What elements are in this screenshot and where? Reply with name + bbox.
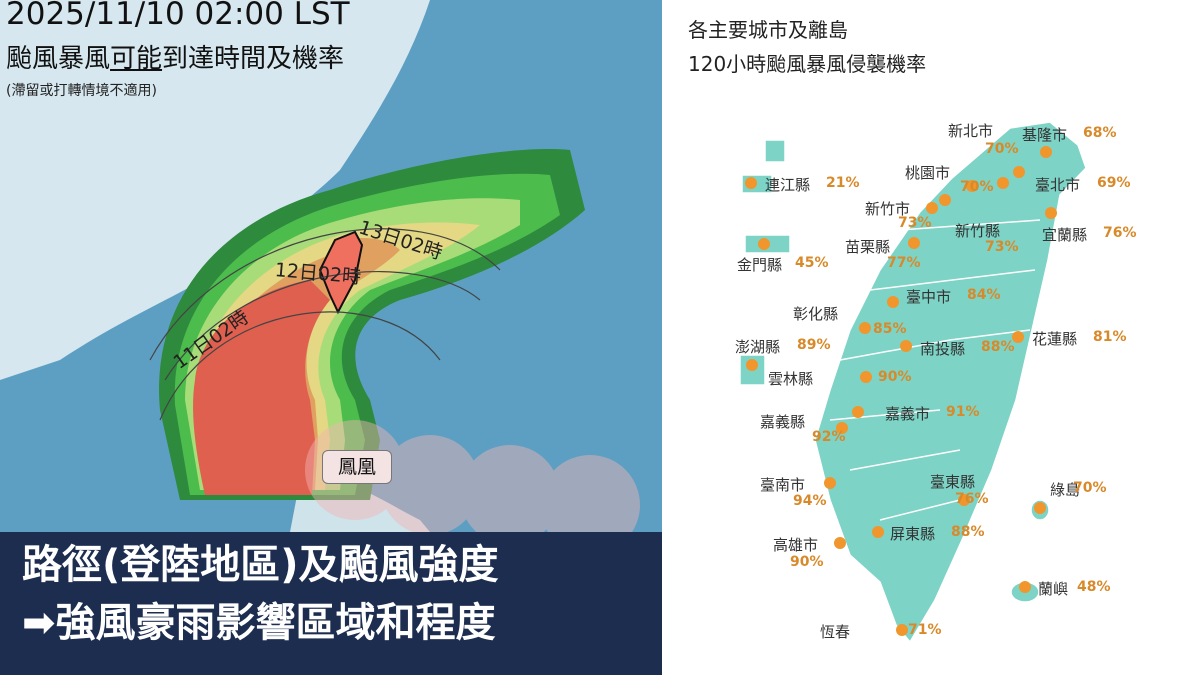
- city-dot: [1013, 166, 1025, 178]
- city-dot: [1034, 502, 1046, 514]
- typhoon-name-label: 鳳凰: [322, 450, 392, 484]
- city-name: 澎湖縣: [735, 338, 781, 356]
- city-name: 綠島: [1050, 481, 1081, 499]
- city-probability: 84%: [967, 287, 1001, 303]
- swath-red: [193, 280, 330, 495]
- city-dot: [1012, 331, 1024, 343]
- mainland-land: [0, 0, 430, 380]
- city-probability: 73%: [985, 239, 1019, 255]
- city-probability: 85%: [873, 321, 907, 337]
- city-name: 臺南市: [760, 476, 806, 494]
- city-name: 新竹市: [865, 200, 911, 218]
- city-probability: 90%: [878, 369, 912, 385]
- city-dot: [745, 177, 757, 189]
- city-dot: [746, 359, 758, 371]
- city-probability: 71%: [908, 622, 942, 638]
- city-dot: [872, 526, 884, 538]
- city-dot: [900, 340, 912, 352]
- city-dot: [939, 194, 951, 206]
- right-title-line-1: 各主要城市及離島: [688, 18, 848, 42]
- city-name: 花蓮縣: [1032, 330, 1078, 348]
- city-name: 恆春: [820, 623, 851, 641]
- city-dot: [1045, 207, 1057, 219]
- map-note: (滯留或打轉情境不適用): [6, 83, 157, 99]
- city-dot: [926, 202, 938, 214]
- timestamp: 2025/11/10 02:00 LST: [6, 0, 350, 32]
- city-dot: [824, 477, 836, 489]
- title-underlined: 可能: [110, 44, 163, 74]
- caption-line-1: 路徑(登陸地區)及颱風強度: [22, 542, 499, 588]
- city-dot: [887, 296, 899, 308]
- city-probability: 77%: [887, 255, 921, 271]
- city-dot: [997, 177, 1009, 189]
- city-name: 嘉義市: [885, 405, 931, 423]
- city-name: 高雄市: [773, 536, 819, 554]
- city-probability: 48%: [1077, 579, 1111, 595]
- city-name: 臺中市: [906, 288, 952, 306]
- city-probability: 88%: [951, 524, 985, 540]
- city-dot: [758, 238, 770, 250]
- city-dot: [908, 237, 920, 249]
- city-probability: 94%: [793, 493, 827, 509]
- city-probability: 70%: [1073, 480, 1107, 496]
- city-probability: 89%: [797, 337, 831, 353]
- city-dot: [896, 624, 908, 636]
- city-dot: [834, 537, 846, 549]
- city-dot: [852, 406, 864, 418]
- caption-line-2-text: 強風豪雨影響區域和程度: [55, 600, 496, 646]
- city-name: 新竹縣: [955, 222, 1001, 240]
- city-probability: 90%: [790, 554, 824, 570]
- city-probability: 70%: [960, 179, 994, 195]
- city-name: 桃園市: [905, 164, 951, 182]
- city-dot: [966, 180, 978, 192]
- city-name: 嘉義縣: [760, 413, 806, 431]
- city-probability: 73%: [898, 215, 932, 231]
- city-probability: 21%: [826, 175, 860, 191]
- city-probability: 76%: [1103, 225, 1137, 241]
- city-probability: 70%: [985, 141, 1019, 157]
- city-dot: [1019, 581, 1031, 593]
- city-name: 蘭嶼: [1038, 580, 1069, 598]
- taiwan-island: [814, 121, 1087, 644]
- taiwan-outline: [318, 230, 364, 315]
- title-part: 到達時間及機率: [162, 44, 345, 74]
- city-probability: 76%: [955, 491, 989, 507]
- city-name: 新北市: [948, 122, 994, 140]
- city-probability: 45%: [795, 255, 829, 271]
- caption-banner: 路徑(登陸地區)及颱風強度 ➡強風豪雨影響區域和程度: [0, 532, 662, 675]
- map-title: 颱風暴風可能到達時間及機率: [6, 38, 344, 75]
- caption-line-2: ➡強風豪雨影響區域和程度: [22, 594, 662, 652]
- city-name: 金門縣: [737, 256, 783, 274]
- city-probability: 92%: [812, 429, 846, 445]
- city-dot: [859, 322, 871, 334]
- city-dot: [958, 494, 970, 506]
- time-contours: [149, 228, 501, 421]
- city-name: 基隆市: [1022, 126, 1068, 144]
- city-probability: 81%: [1093, 329, 1127, 345]
- city-name: 雲林縣: [768, 370, 814, 388]
- typhoon-probability-map: 2025/11/10 02:00 LST 颱風暴風可能到達時間及機率 (滯留或打…: [0, 0, 662, 675]
- city-name: 南投縣: [920, 340, 966, 358]
- city-name: 宜蘭縣: [1042, 226, 1088, 244]
- county-borders: [829, 219, 1041, 521]
- city-name: 臺東縣: [930, 473, 976, 491]
- city-name: 臺北市: [1035, 176, 1081, 194]
- city-name: 屏東縣: [890, 525, 936, 543]
- city-probability: 69%: [1097, 175, 1131, 191]
- city-name: 苗栗縣: [845, 238, 891, 256]
- city-dot: [1040, 146, 1052, 158]
- city-dot: [860, 371, 872, 383]
- city-probability: 88%: [981, 339, 1015, 355]
- title-part: 颱風暴風: [6, 44, 111, 74]
- right-title-line-2: 120小時颱風暴風侵襲機率: [688, 52, 927, 76]
- city-probability: 68%: [1083, 125, 1117, 141]
- city-probability: 91%: [946, 404, 980, 420]
- right-arrow-icon: ➡: [22, 600, 56, 646]
- city-name: 彰化縣: [793, 305, 839, 323]
- city-name: 連江縣: [765, 176, 811, 194]
- city-probability-map: [662, 0, 1200, 675]
- city-dot: [836, 422, 848, 434]
